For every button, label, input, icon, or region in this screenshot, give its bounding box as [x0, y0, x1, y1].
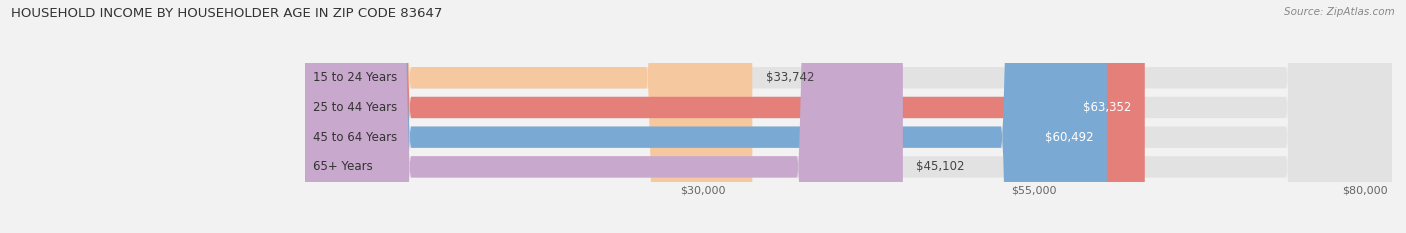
FancyBboxPatch shape	[305, 0, 1144, 233]
Text: $63,352: $63,352	[1083, 101, 1132, 114]
FancyBboxPatch shape	[305, 0, 903, 233]
FancyBboxPatch shape	[305, 0, 1392, 233]
FancyBboxPatch shape	[305, 0, 1392, 233]
FancyBboxPatch shape	[305, 0, 1392, 233]
Text: 65+ Years: 65+ Years	[314, 160, 373, 173]
Text: $33,742: $33,742	[765, 71, 814, 84]
FancyBboxPatch shape	[305, 0, 1107, 233]
Text: HOUSEHOLD INCOME BY HOUSEHOLDER AGE IN ZIP CODE 83647: HOUSEHOLD INCOME BY HOUSEHOLDER AGE IN Z…	[11, 7, 443, 20]
Text: 25 to 44 Years: 25 to 44 Years	[314, 101, 398, 114]
Text: Source: ZipAtlas.com: Source: ZipAtlas.com	[1284, 7, 1395, 17]
Text: $45,102: $45,102	[917, 160, 965, 173]
FancyBboxPatch shape	[305, 0, 1392, 233]
Text: 45 to 64 Years: 45 to 64 Years	[314, 131, 398, 144]
Text: 15 to 24 Years: 15 to 24 Years	[314, 71, 398, 84]
Text: $60,492: $60,492	[1045, 131, 1094, 144]
FancyBboxPatch shape	[305, 0, 752, 233]
